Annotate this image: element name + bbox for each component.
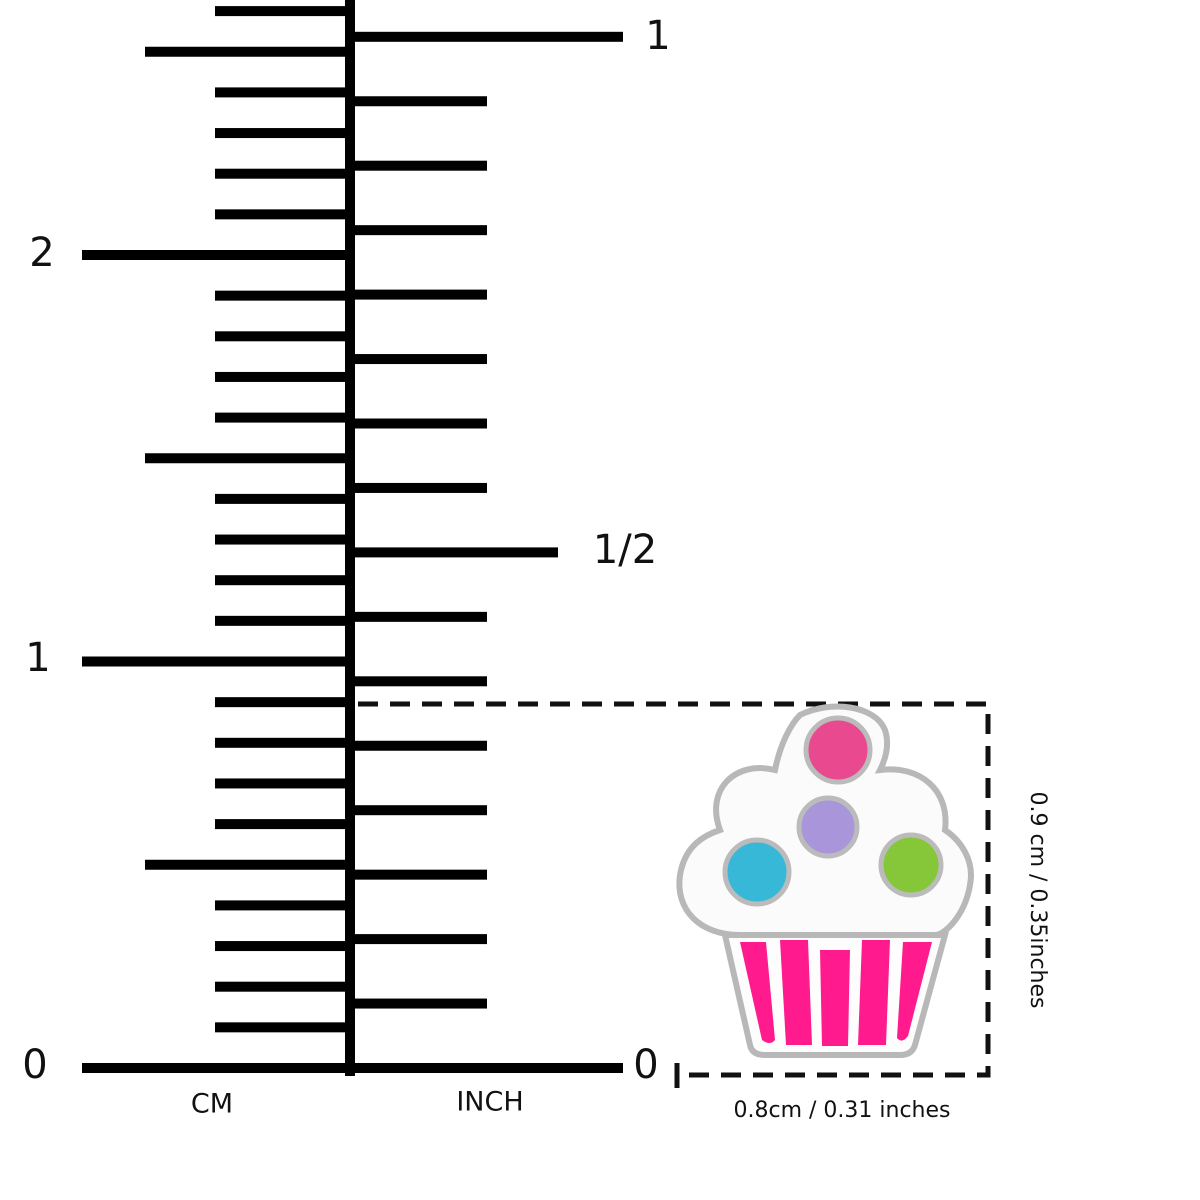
ruler-tick bbox=[145, 46, 350, 57]
ruler-tick bbox=[350, 225, 487, 236]
ruler-tick bbox=[215, 331, 350, 342]
ruler-tick bbox=[350, 96, 487, 107]
inch-label: 1/2 bbox=[593, 527, 657, 573]
cm-label: 0 bbox=[22, 1042, 47, 1088]
violet-gem bbox=[796, 795, 860, 859]
ruler-tick bbox=[215, 493, 350, 504]
ruler-tick bbox=[215, 168, 350, 179]
ruler-tick bbox=[350, 611, 487, 622]
ruler-tick bbox=[215, 87, 350, 98]
stripe bbox=[780, 940, 812, 1045]
width-dimension: 0.8cm / 0.31 inches bbox=[734, 1098, 951, 1123]
dashed-outline bbox=[358, 701, 991, 1078]
ruler-tick bbox=[215, 1022, 350, 1033]
ruler-tick bbox=[350, 160, 487, 171]
ruler-tick bbox=[350, 805, 487, 816]
stripe bbox=[820, 950, 850, 1046]
green-gem bbox=[878, 832, 944, 898]
ruler-tick bbox=[145, 453, 350, 464]
ruler-tick bbox=[82, 656, 350, 667]
inch-unit: INCH bbox=[456, 1087, 523, 1118]
cup-stripes bbox=[740, 940, 932, 1046]
ruler-tick bbox=[350, 740, 487, 751]
dimension-box bbox=[358, 701, 991, 1078]
ruler-tick bbox=[350, 31, 623, 42]
cupcake-earring bbox=[676, 703, 974, 1058]
ruler-tick bbox=[350, 482, 487, 493]
ruler-tick bbox=[215, 615, 350, 626]
ruler-tick bbox=[145, 859, 350, 870]
ruler-tick bbox=[215, 941, 350, 952]
ruler-tick bbox=[215, 412, 350, 423]
ruler-tick bbox=[350, 289, 487, 300]
ruler-tick bbox=[215, 697, 350, 708]
ruler-tick bbox=[215, 981, 350, 992]
ruler-tick bbox=[215, 900, 350, 911]
ruler-tick bbox=[215, 737, 350, 748]
cm-label: 2 bbox=[29, 230, 54, 276]
inch-label: 0 bbox=[633, 1042, 658, 1088]
ruler-tick bbox=[350, 547, 558, 558]
stripe bbox=[897, 942, 932, 1041]
ruler-tick bbox=[350, 998, 487, 1009]
ruler-tick bbox=[215, 209, 350, 220]
ruler-tick bbox=[215, 778, 350, 789]
ruler-tick bbox=[215, 6, 350, 17]
ruler-tick bbox=[350, 934, 487, 945]
ruler-tick bbox=[215, 534, 350, 545]
ruler-tick bbox=[215, 575, 350, 586]
height-dimension: 0.9 cm / 0.35inches bbox=[1025, 792, 1050, 1009]
inch-label: 1 bbox=[645, 13, 670, 59]
ruler-tick bbox=[82, 250, 350, 260]
ruler-spine bbox=[345, 0, 355, 1076]
ruler-tick bbox=[215, 128, 350, 139]
cm-label: 1 bbox=[25, 635, 50, 681]
blue-gem bbox=[722, 837, 792, 907]
ruler-tick bbox=[215, 371, 350, 382]
ruler-tick bbox=[350, 1063, 623, 1073]
cm-unit: CM bbox=[191, 1089, 233, 1120]
stripe bbox=[740, 942, 775, 1043]
ruler-tick bbox=[350, 418, 487, 429]
ruler-tick bbox=[215, 290, 350, 301]
stripe bbox=[858, 940, 890, 1045]
ruler-tick bbox=[350, 676, 487, 687]
ruler-tick bbox=[215, 819, 350, 830]
ruler-tick bbox=[350, 354, 487, 365]
ruler-tick bbox=[350, 869, 487, 880]
ruler-ticks bbox=[82, 6, 623, 1073]
pink-gem bbox=[803, 715, 873, 785]
ruler-tick bbox=[82, 1063, 350, 1073]
